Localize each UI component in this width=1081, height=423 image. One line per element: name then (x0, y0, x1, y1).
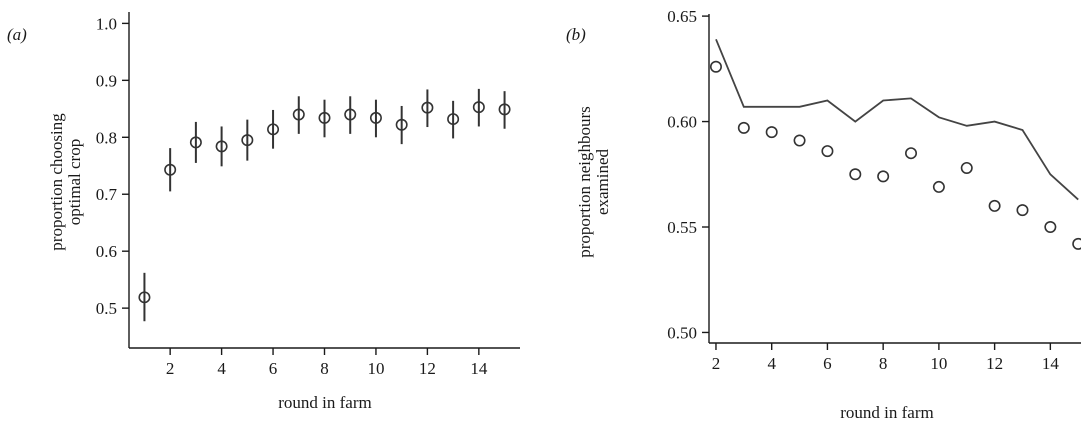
y-tick-label: 0.60 (667, 113, 697, 132)
y-tick-label: 1.0 (96, 14, 117, 33)
x-tick-label: 12 (419, 359, 436, 378)
x-tick-label: 2 (166, 359, 175, 378)
panel-label: (a) (7, 25, 27, 44)
x-tick-label: 8 (879, 354, 888, 373)
y-axis-title-line: proportion neighbours (575, 106, 594, 258)
x-tick-label: 4 (217, 359, 226, 378)
x-tick-label: 2 (712, 354, 721, 373)
y-tick-label: 0.7 (96, 185, 118, 204)
data-point (447, 113, 460, 126)
data-point (932, 180, 945, 193)
data-point (793, 134, 806, 147)
x-axis-title: round in farm (840, 403, 933, 422)
x-tick-label: 14 (470, 359, 488, 378)
data-point (498, 103, 511, 116)
x-tick-label: 10 (367, 359, 384, 378)
x-tick-label: 6 (823, 354, 832, 373)
series-line (715, 38, 1079, 201)
y-axis-title-line: proportion choosing (47, 113, 66, 251)
data-point (737, 121, 750, 134)
data-point (215, 140, 228, 153)
y-tick-label: 0.5 (96, 299, 117, 318)
data-point (472, 101, 485, 114)
y-tick-label: 0.9 (96, 71, 117, 90)
x-tick-label: 4 (767, 354, 776, 373)
x-tick-label: 8 (320, 359, 329, 378)
y-axis-title-line: examined (593, 148, 612, 215)
panel-a: (a) 2 4 6 8 10 12 14 0.5 0.6 0.7 0.8 0.9 1.0 round in … (7, 12, 520, 412)
data-point (877, 170, 890, 183)
y-tick-label: 0.50 (667, 323, 697, 342)
data-point (709, 60, 722, 73)
x-tick-label: 6 (269, 359, 278, 378)
data-point (292, 108, 305, 121)
y-tick-label: 0.8 (96, 128, 117, 147)
panel-b: (b) 2 4 6 8 10 12 14 0.50 0.55 0.60 0.65 round in fa… (566, 7, 1081, 422)
x-tick-label: 10 (930, 354, 947, 373)
data-point (189, 136, 202, 149)
data-point (241, 134, 254, 147)
y-tick-label: 0.55 (667, 218, 697, 237)
data-point (344, 108, 357, 121)
data-point (1044, 221, 1057, 234)
data-point (164, 163, 177, 176)
data-point (765, 126, 778, 139)
data-point (267, 123, 280, 136)
panel-label: (b) (566, 25, 586, 44)
x-axis-title: round in farm (278, 393, 371, 412)
data-point (138, 291, 151, 304)
data-point (988, 199, 1001, 212)
y-axis-title-line: optimal crop (65, 139, 84, 225)
data-point (821, 145, 834, 158)
data-point (318, 111, 331, 124)
data-point (849, 168, 862, 181)
data-point (905, 147, 918, 160)
x-tick-label: 12 (986, 354, 1003, 373)
y-tick-label: 0.6 (96, 242, 117, 261)
data-point (1072, 237, 1081, 250)
data-point (960, 161, 973, 174)
data-point (369, 111, 382, 124)
x-tick-label: 14 (1042, 354, 1060, 373)
data-point (395, 118, 408, 131)
y-tick-label: 0.65 (667, 7, 697, 26)
data-point (1016, 204, 1029, 217)
data-point (421, 101, 434, 114)
